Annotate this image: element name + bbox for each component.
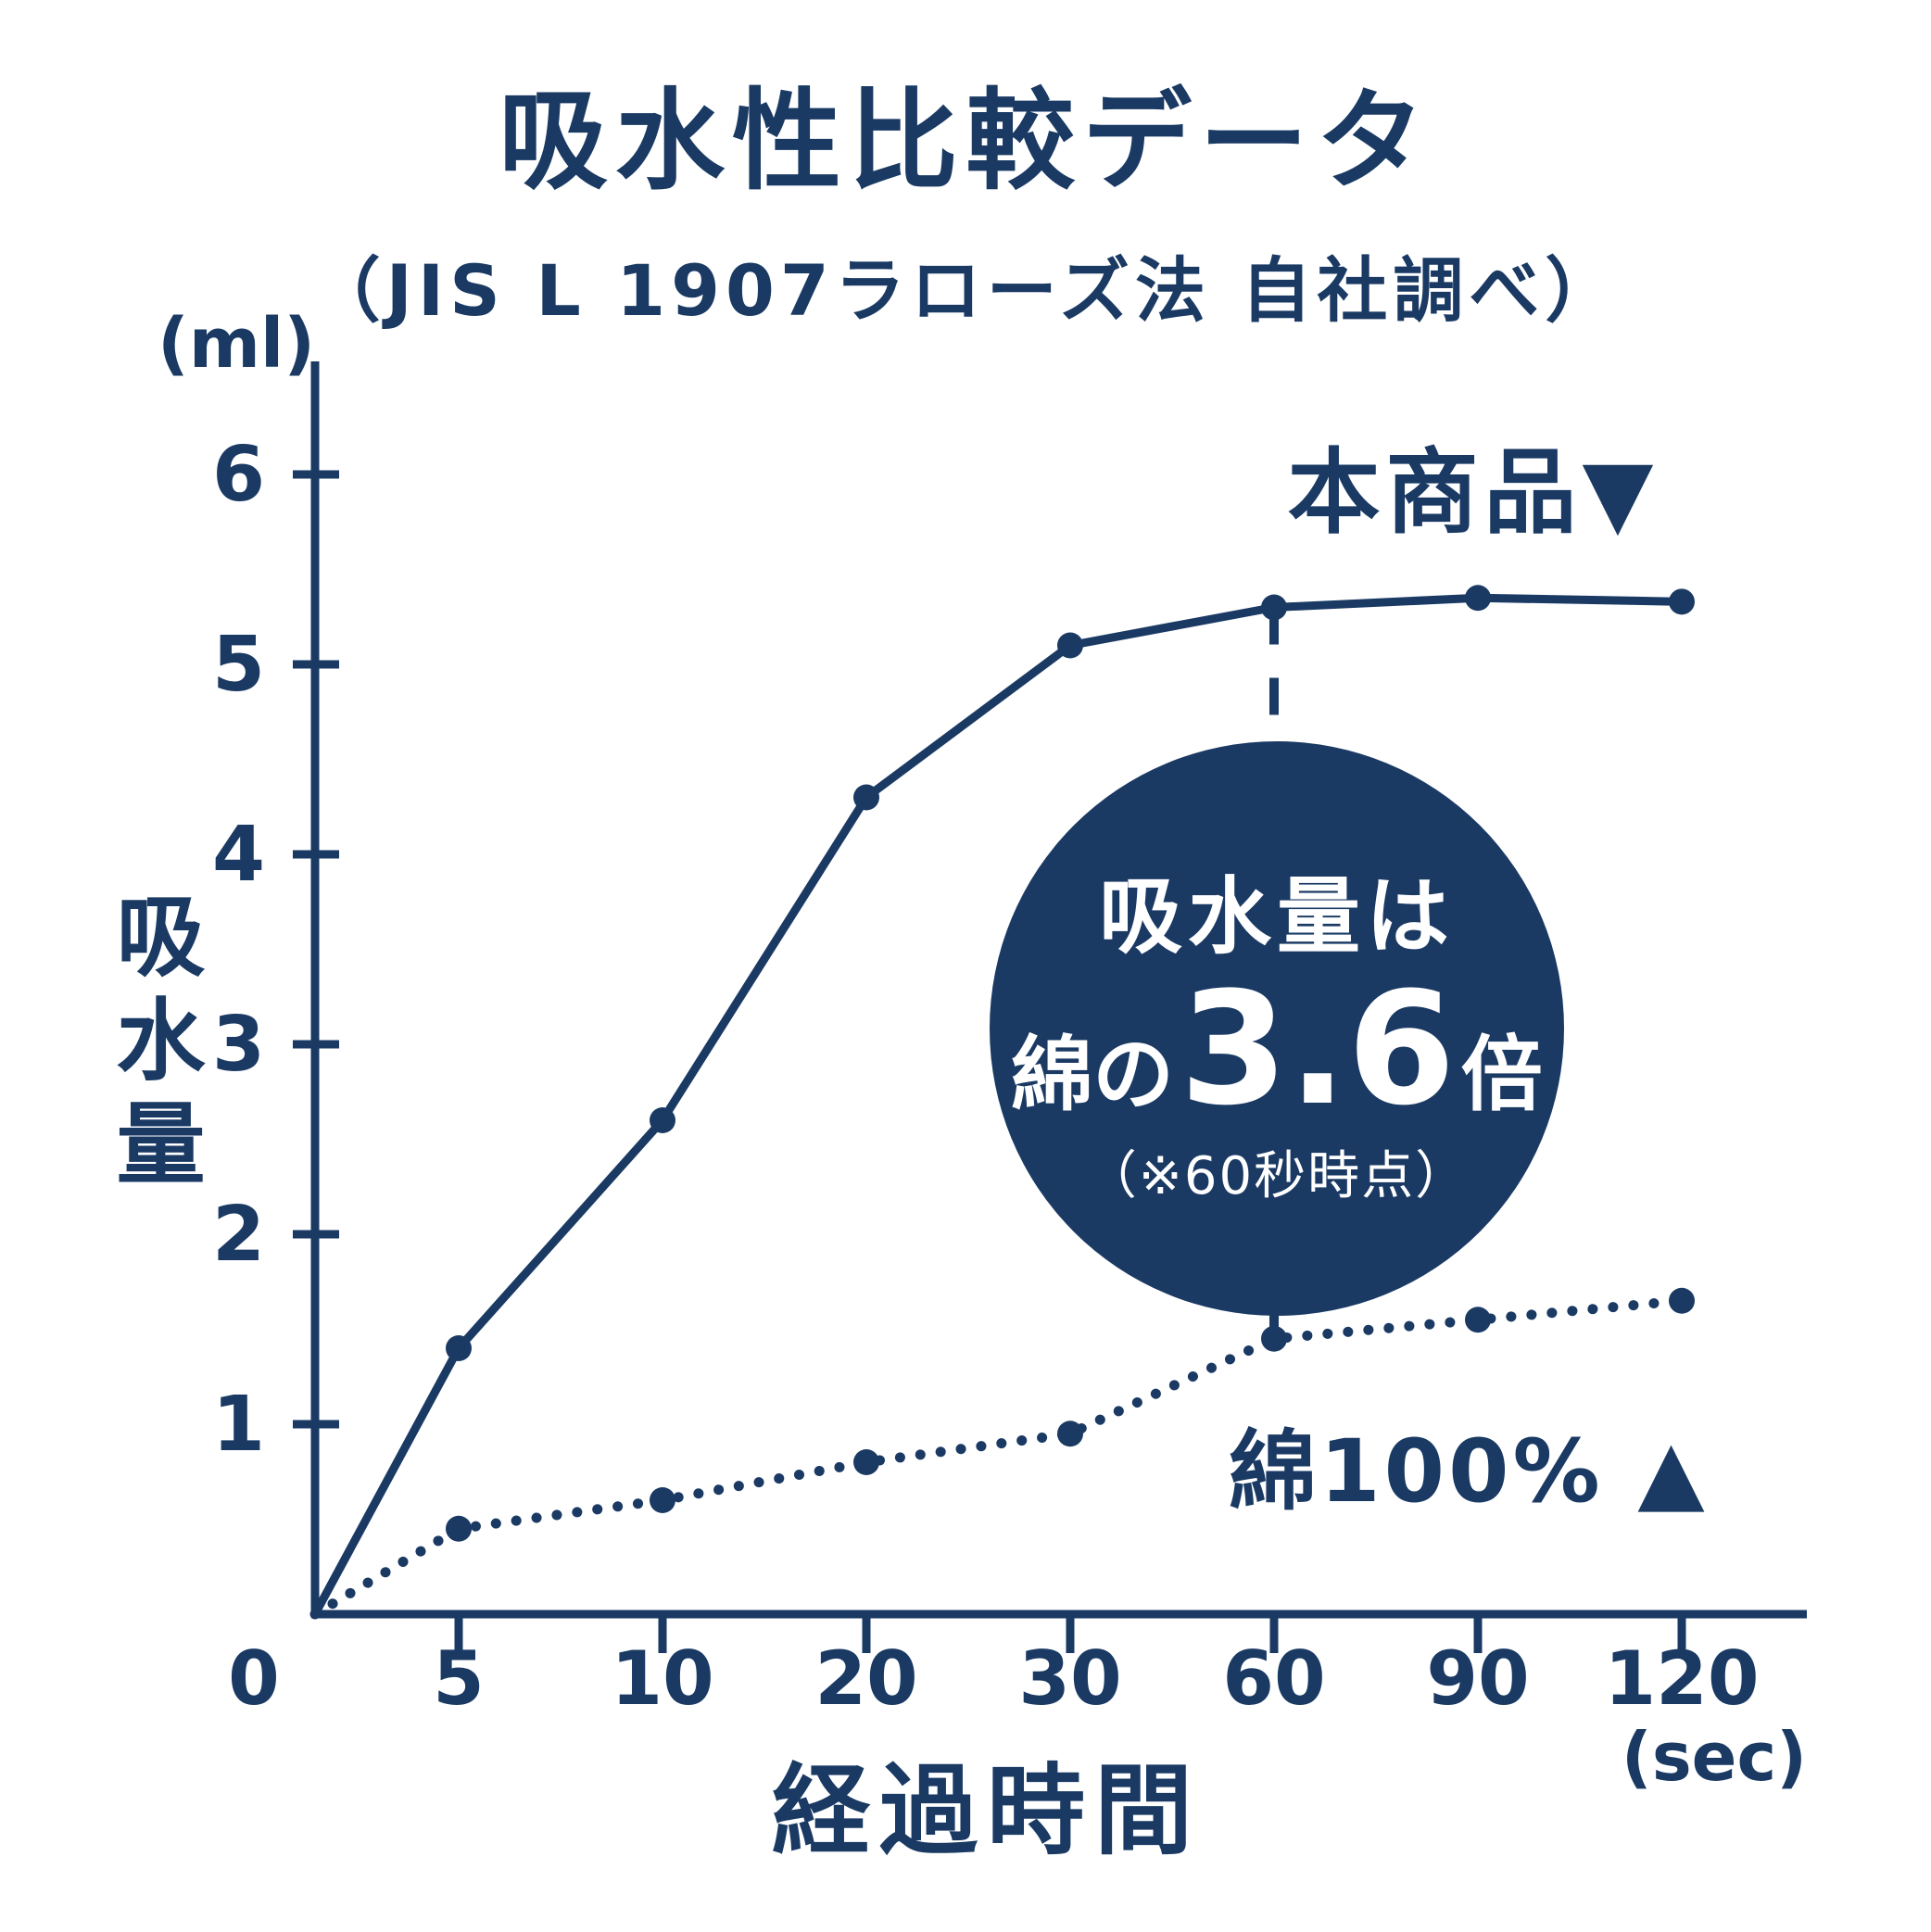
- chart-subtitle: （JIS L 1907ラローズ法 自社調べ）: [309, 249, 1622, 332]
- y-tick-label: 1: [212, 1381, 265, 1469]
- y-tick-label: 4: [212, 811, 265, 899]
- highlight-circle-badge: 吸水量は 綿の 3.6 倍 （※60秒時点）: [990, 741, 1564, 1316]
- data-point-product: [853, 784, 879, 811]
- y-tick-label: 3: [212, 1001, 265, 1089]
- data-point-cotton: [650, 1487, 675, 1513]
- badge-line1: 吸水量は: [1099, 867, 1455, 966]
- data-point-product: [1669, 588, 1695, 615]
- x-tick-label: 10: [611, 1635, 713, 1722]
- badge-value: 3.6: [1180, 957, 1456, 1140]
- data-point-cotton: [1057, 1421, 1083, 1447]
- data-point-product: [1057, 632, 1083, 659]
- y-tick-label: 6: [212, 431, 265, 519]
- data-point-product: [446, 1335, 472, 1361]
- series-line-cotton: [309, 1295, 1687, 1620]
- data-point-cotton: [1465, 1307, 1491, 1333]
- x-tick-label: 120: [1605, 1635, 1760, 1722]
- badge-line2: 綿の 3.6 倍: [1011, 971, 1543, 1127]
- x-tick-label: 30: [1018, 1635, 1121, 1722]
- data-point-product: [1465, 585, 1491, 612]
- series-label-cotton: 綿100% ▲: [1229, 1421, 1709, 1522]
- data-point-cotton: [1261, 1325, 1287, 1352]
- data-point-cotton: [446, 1515, 472, 1542]
- series-line-product: [311, 593, 1683, 1617]
- series-label-product: 本商品▼: [1287, 438, 1660, 547]
- badge-prefix: 綿の: [1011, 1026, 1175, 1122]
- x-axis-title: 経過時間: [772, 1754, 1202, 1868]
- y-tick-label: 5: [212, 621, 265, 709]
- badge-suffix: 倍: [1460, 1026, 1543, 1122]
- data-point-cotton: [853, 1449, 879, 1475]
- x-tick-label: 0: [228, 1635, 280, 1722]
- data-point-product: [1261, 594, 1287, 621]
- x-tick-label: 20: [814, 1635, 917, 1722]
- x-tick-label: 5: [433, 1635, 485, 1722]
- data-point-product: [650, 1107, 675, 1133]
- badge-line3: （※60秒時点）: [1084, 1145, 1470, 1206]
- data-point-cotton: [1669, 1287, 1695, 1314]
- x-unit-label: (sec): [1621, 1718, 1808, 1796]
- y-tick-label: 2: [212, 1191, 265, 1279]
- y-axis-title: 吸水量: [101, 890, 205, 1201]
- y-unit-label: (ml): [158, 304, 316, 384]
- x-tick-label: 90: [1426, 1635, 1529, 1722]
- page-title: 吸水性比較データ: [498, 77, 1432, 205]
- x-tick-label: 60: [1222, 1635, 1325, 1722]
